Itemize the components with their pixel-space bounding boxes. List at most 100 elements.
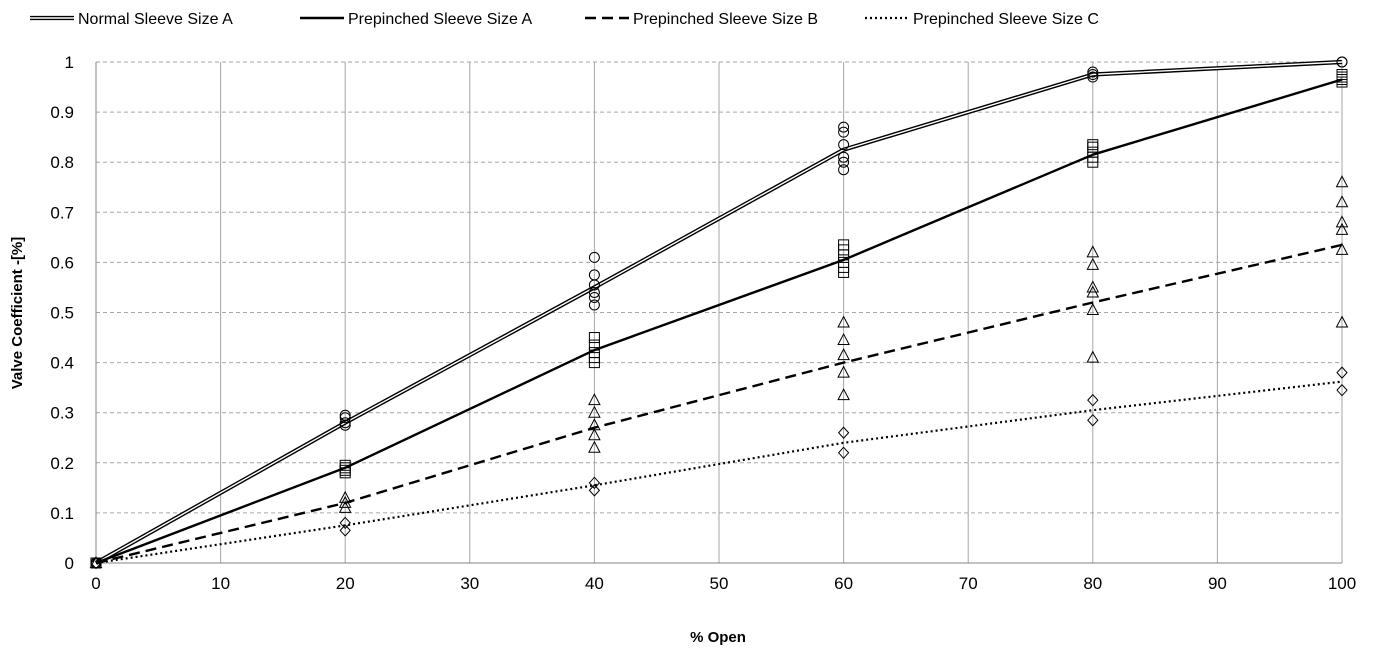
data-point-diamond <box>1087 413 1099 427</box>
data-point-diamond <box>90 556 102 570</box>
legend-item: Prepinched Sleeve Size B <box>585 11 818 28</box>
data-point-triangle <box>1335 175 1349 188</box>
y-tick-label: 0.6 <box>50 253 74 272</box>
x-tick-label: 30 <box>460 574 479 593</box>
y-tick-label: 0 <box>65 554 74 573</box>
data-point-square <box>838 256 850 268</box>
data-point-square <box>588 347 600 359</box>
data-point-triangle <box>837 388 850 401</box>
data-point-triangle <box>1335 215 1349 228</box>
y-tick-label: 0.5 <box>50 304 74 323</box>
x-tick-label: 100 <box>1328 574 1356 593</box>
legend-label: Prepinched Sleeve Size A <box>348 11 532 28</box>
data-point-circle <box>838 121 850 133</box>
data-point-circle <box>588 299 600 311</box>
data-point-triangle <box>837 315 850 328</box>
data-point-circle <box>838 151 850 163</box>
x-tick-label: 40 <box>585 574 604 593</box>
y-tick-label: 0.1 <box>50 504 74 523</box>
data-point-triangle <box>1086 257 1100 270</box>
x-axis-title: % Open <box>690 629 746 646</box>
data-point-triangle <box>837 348 850 361</box>
data-point-triangle <box>1086 280 1100 293</box>
x-tick-label: 70 <box>959 574 978 593</box>
series-line <box>95 243 1343 565</box>
data-point-square <box>1336 69 1348 81</box>
legend-label: Prepinched Sleeve Size C <box>913 11 1099 28</box>
data-point-triangle <box>588 393 601 406</box>
x-tick-label: 10 <box>211 574 230 593</box>
data-point-square <box>1087 139 1099 151</box>
y-tick-label: 0.2 <box>50 454 74 473</box>
data-point-diamond <box>1336 383 1348 397</box>
data-point-circle <box>588 291 600 303</box>
series-markers <box>89 56 1349 570</box>
y-tick-label: 0.7 <box>50 203 74 222</box>
axis-layer: 0 10 20 30 40 50 60 70 80 90 100 0 0.1 0.2 0.3 0.4 0.5 0.… <box>50 53 1356 593</box>
x-tick-label: 20 <box>336 574 355 593</box>
data-point-diamond <box>588 484 601 497</box>
data-point-circle <box>588 251 600 263</box>
data-point-circle <box>588 286 600 298</box>
data-point-triangle <box>1335 222 1349 235</box>
data-point-triangle <box>588 440 601 453</box>
x-tick-label: 60 <box>834 574 853 593</box>
x-tick-label: 90 <box>1208 574 1227 593</box>
x-tick-label: 80 <box>1083 574 1102 593</box>
y-tick-label: 0.8 <box>50 153 74 172</box>
series-line <box>95 78 1343 565</box>
data-point-triangle <box>1086 302 1100 315</box>
y-tick-label: 0.4 <box>50 354 74 373</box>
data-point-circle <box>838 139 850 151</box>
data-point-circle <box>1087 71 1099 83</box>
data-point-triangle <box>837 365 850 378</box>
data-point-triangle <box>338 490 352 503</box>
data-point-circle <box>1087 66 1099 78</box>
data-point-circle <box>838 164 850 176</box>
data-point-circle <box>339 412 351 424</box>
legend-label: Prepinched Sleeve Size B <box>633 11 818 28</box>
data-point-circle <box>838 156 850 168</box>
data-point-triangle <box>1086 350 1100 363</box>
y-tick-label: 1 <box>65 53 74 72</box>
data-point-circle <box>1087 69 1099 81</box>
series-line-inner <box>95 61 1343 564</box>
data-point-diamond <box>339 524 351 537</box>
data-point-triangle <box>1086 245 1100 258</box>
data-point-diamond <box>588 476 601 490</box>
x-tick-label: 0 <box>91 574 100 593</box>
axis-titles: % Open Valve Coefficient -[%] <box>9 237 746 646</box>
series-line <box>95 380 1343 565</box>
legend-item: Normal Sleeve Size A <box>30 11 233 28</box>
data-point-triangle <box>588 418 601 431</box>
series-lines <box>94 59 1343 565</box>
data-point-triangle <box>1335 195 1349 208</box>
data-point-circle <box>339 417 351 429</box>
data-point-square <box>588 332 600 344</box>
y-tick-label: 0.3 <box>50 404 74 423</box>
data-point-diamond <box>837 446 850 460</box>
y-tick-label: 0.9 <box>50 103 74 122</box>
data-point-triangle <box>588 428 601 441</box>
data-point-square <box>339 459 351 471</box>
legend: Normal Sleeve Size A Prepinched Sleeve Si… <box>30 11 1099 28</box>
data-point-circle <box>339 409 351 421</box>
data-point-triangle <box>1335 315 1349 328</box>
data-point-diamond <box>339 516 351 530</box>
legend-label: Normal Sleeve Size A <box>78 11 233 28</box>
legend-item: Prepinched Sleeve Size C <box>865 11 1099 28</box>
x-tick-label: 50 <box>710 574 729 593</box>
data-point-diamond <box>837 426 850 439</box>
data-point-circle <box>588 269 600 281</box>
data-point-square <box>588 339 600 351</box>
data-point-triangle <box>1335 242 1349 255</box>
data-point-circle <box>838 126 850 138</box>
data-point-triangle <box>89 555 103 568</box>
data-point-diamond <box>1087 393 1099 407</box>
data-point-triangle <box>837 332 850 346</box>
data-point-diamond <box>1336 366 1348 379</box>
data-point-circle <box>1336 56 1348 68</box>
grid-layer <box>96 61 1343 563</box>
